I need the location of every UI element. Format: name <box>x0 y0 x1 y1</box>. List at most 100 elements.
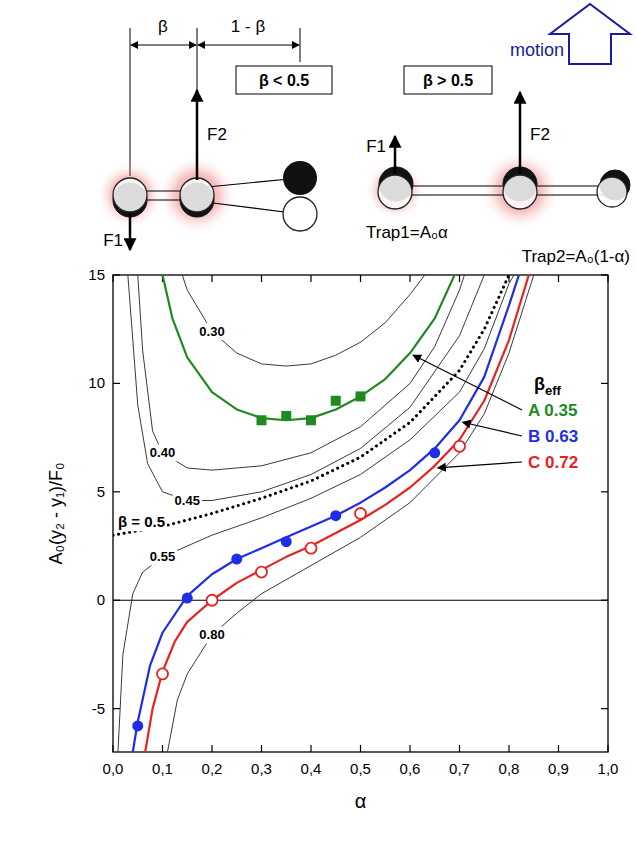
x-tick-label: 0,3 <box>251 760 272 777</box>
data-point <box>281 411 291 421</box>
curve-labels: 0.300.400.45β = 0.50.550.80 <box>116 323 227 644</box>
data-point <box>306 543 317 554</box>
x-tick-label: 0,6 <box>400 760 421 777</box>
force-label: F2 <box>530 125 550 144</box>
data-point <box>454 441 465 452</box>
model-curve <box>167 275 533 752</box>
x-tick-label: 0,0 <box>103 760 124 777</box>
model-curve <box>138 275 465 470</box>
data-point <box>157 668 168 679</box>
x-tick <box>211 275 212 282</box>
x-tick <box>459 745 460 752</box>
label-patch <box>173 492 202 509</box>
x-tick-label: 1,0 <box>598 760 619 777</box>
x-tick <box>459 275 460 282</box>
data-point <box>132 720 143 731</box>
legend-title-subscript: eff <box>545 383 562 398</box>
motion-label: motion <box>510 40 564 60</box>
x-tick <box>162 745 163 752</box>
y-tick <box>601 491 608 492</box>
bead <box>283 197 317 231</box>
model-curve <box>113 275 509 535</box>
model-curve <box>118 275 514 752</box>
force-arrow <box>519 92 522 174</box>
x-tick-label: 0,7 <box>449 760 470 777</box>
bead <box>378 175 412 209</box>
y-tick <box>601 383 608 384</box>
y-axis-title: A₀(y₂ - y₁)/F₀ <box>46 463 66 565</box>
x-tick-label: 0,2 <box>202 760 223 777</box>
y-tick-label: -5 <box>92 700 105 717</box>
label-patch <box>148 444 177 461</box>
data-point <box>306 415 316 425</box>
bead-dark <box>283 161 317 195</box>
trap-label: Trap2=A₀(1-α) <box>522 247 630 266</box>
curve-label: 0.30 <box>199 324 224 339</box>
legend-title-symbol: β <box>534 374 545 394</box>
condition-box <box>236 66 332 94</box>
curve-label: 0.80 <box>199 627 224 642</box>
curve-label: 0.55 <box>150 549 175 564</box>
x-tick-label: 0,5 <box>350 760 371 777</box>
y-tick <box>113 708 120 709</box>
plot-area <box>113 275 534 752</box>
force-label: F2 <box>207 125 227 144</box>
bead <box>180 178 214 212</box>
dimension-arrow <box>198 45 299 46</box>
x-tick-label: 0,9 <box>548 760 569 777</box>
axes: 0,00,10,20,30,40,50,60,70,80,91,0-505101… <box>46 266 618 812</box>
x-tick <box>211 745 212 752</box>
model-curve <box>128 275 484 500</box>
x-tick <box>607 275 608 282</box>
curve-label: 0.40 <box>150 445 175 460</box>
x-tick <box>409 745 410 752</box>
legend-arrow <box>413 355 522 410</box>
y-tick <box>113 491 120 492</box>
diagram: motionβ1 - ββ < 0.5F2F1β > 0.5F1F2Trap1=… <box>96 4 630 266</box>
data-point <box>356 391 366 401</box>
y-tick <box>113 383 120 384</box>
legend-title: βeff <box>534 374 562 398</box>
x-tick <box>409 275 410 282</box>
data-point <box>257 415 267 425</box>
x-tick-label: 0,4 <box>301 760 322 777</box>
legend-arrow <box>463 422 523 436</box>
bead <box>113 178 147 212</box>
fit-curve <box>145 275 529 752</box>
x-tick <box>310 275 311 282</box>
trap-label: Trap1=A₀α <box>366 223 448 242</box>
guide-line <box>130 28 131 176</box>
force-label: F1 <box>103 231 123 250</box>
y-tick-label: 15 <box>88 266 105 283</box>
x-tick <box>558 275 559 282</box>
y-tick-label: 0 <box>97 591 105 608</box>
legend: βeffA 0.35B 0.63C 0.72 <box>413 355 578 472</box>
data-point <box>281 536 292 547</box>
model-curve <box>182 275 425 366</box>
dimension-arrow <box>131 45 196 46</box>
curve-label: β = 0.5 <box>118 513 165 530</box>
x-tick <box>558 745 559 752</box>
x-axis-title: α <box>355 790 367 812</box>
data-point <box>207 595 218 606</box>
plot-frame <box>113 275 608 752</box>
y-tick <box>601 274 608 275</box>
y-tick-label: 10 <box>88 374 105 391</box>
data-point <box>182 593 193 604</box>
label-patch <box>148 548 177 565</box>
figure: motionβ1 - ββ < 0.5F2F1β > 0.5F1F2Trap1=… <box>0 0 636 854</box>
condition-label: β > 0.5 <box>423 72 473 89</box>
one-minus-beta-label: 1 - β <box>231 17 266 36</box>
fit-curve <box>163 275 455 420</box>
x-tick <box>607 745 608 752</box>
condition-box <box>404 66 492 94</box>
fit-curve <box>133 275 519 752</box>
label-patch <box>197 323 226 340</box>
data-point <box>331 396 341 406</box>
legend-entry: C 0.72 <box>528 453 578 472</box>
label-patch <box>197 626 226 643</box>
x-tick <box>360 745 361 752</box>
data-point <box>355 508 366 519</box>
bead <box>597 177 627 207</box>
legend-entry: A 0.35 <box>528 401 577 420</box>
